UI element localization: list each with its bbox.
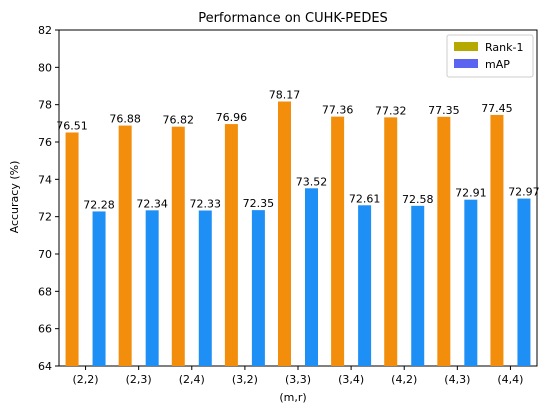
bar-map (464, 199, 478, 366)
data-label-rank1: 76.51 (56, 119, 88, 132)
x-tick-label: (3,4) (338, 373, 364, 386)
bar-rank1 (65, 132, 79, 366)
plot-area: 64 66 68 70 72 74 76 78 80 82 (2,2) 76.51 72.28 (2,3)… (38, 24, 540, 386)
data-label-rank1: 76.96 (216, 111, 248, 124)
legend-label-rank1: Rank-1 (485, 41, 523, 54)
data-label-map: 72.35 (243, 197, 275, 210)
data-label-rank1: 77.35 (428, 104, 460, 117)
bar-rank1 (384, 117, 398, 366)
x-tick-label: (4,2) (391, 373, 417, 386)
legend-swatch-map (454, 59, 478, 68)
data-label-rank1: 77.36 (322, 104, 354, 117)
bar-map (411, 205, 425, 366)
y-tick-label: 64 (38, 360, 52, 373)
y-tick-label: 72 (38, 211, 52, 224)
data-label-rank1: 76.88 (109, 113, 141, 126)
data-label-map: 72.91 (455, 187, 487, 200)
bar-map (251, 210, 265, 366)
bar-rank1 (171, 126, 185, 367)
bar-rank1 (331, 116, 345, 366)
data-label-rank1: 76.82 (163, 114, 195, 127)
x-tick-label: (4,4) (497, 373, 523, 386)
bar-rank1 (437, 116, 451, 366)
y-axis-label: Accuracy (%) (8, 161, 21, 234)
data-label-map: 72.34 (136, 197, 168, 210)
bar-map (517, 198, 531, 366)
bar-rank1 (224, 124, 238, 366)
bar-map (145, 210, 159, 366)
bar-map (305, 188, 318, 366)
data-label-map: 72.97 (508, 186, 540, 199)
x-tick-label: (2,2) (73, 373, 99, 386)
legend-label-map: mAP (485, 58, 510, 71)
y-tick-label: 68 (38, 285, 52, 298)
y-tick-label: 66 (38, 323, 52, 336)
bar-rank1 (278, 101, 291, 366)
x-tick-label: (4,3) (444, 373, 470, 386)
chart-title: Performance on CUHK-PEDES (198, 11, 388, 26)
data-label-rank1: 77.45 (481, 102, 513, 115)
x-axis-label: (m,r) (279, 391, 306, 404)
data-label-rank1: 77.32 (375, 104, 407, 117)
x-tick-label: (2,3) (126, 373, 152, 386)
data-label-map: 72.28 (83, 198, 115, 211)
data-label-map: 72.58 (402, 193, 434, 206)
data-label-map: 72.33 (190, 198, 222, 211)
x-tick-label: (3,3) (285, 373, 311, 386)
data-label-map: 72.61 (349, 192, 381, 205)
bar-rank1 (490, 114, 504, 366)
bar-map (92, 211, 106, 366)
data-label-rank1: 78.17 (269, 88, 301, 101)
x-tick-label: (3,2) (232, 373, 258, 386)
y-tick-label: 70 (38, 248, 52, 261)
x-tick-label: (2,4) (179, 373, 205, 386)
bar-map (358, 205, 372, 366)
data-label-map: 73.52 (296, 175, 328, 188)
bar-rank1 (118, 125, 132, 366)
legend-swatch-rank1 (454, 42, 478, 51)
y-tick-label: 76 (38, 136, 52, 149)
y-tick-label: 80 (38, 61, 52, 74)
y-tick-label: 82 (38, 24, 52, 37)
y-tick-label: 78 (38, 99, 52, 112)
bar-map (198, 210, 212, 366)
y-tick-label: 74 (38, 173, 52, 186)
